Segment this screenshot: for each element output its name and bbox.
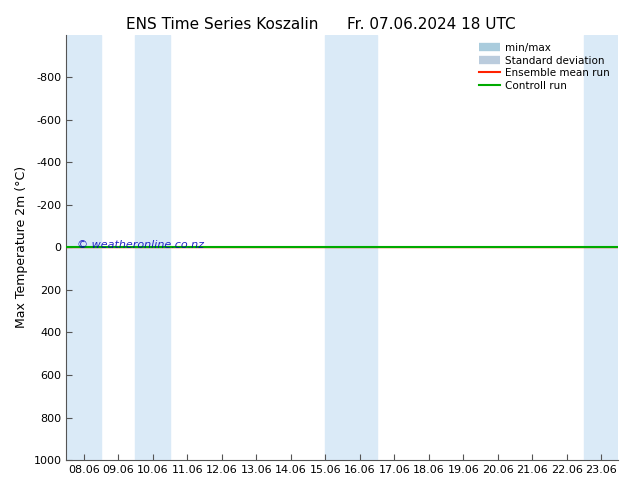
Y-axis label: Max Temperature 2m (°C): Max Temperature 2m (°C)	[15, 166, 28, 328]
Legend: min/max, Standard deviation, Ensemble mean run, Controll run: min/max, Standard deviation, Ensemble me…	[476, 40, 613, 94]
Text: © weatheronline.co.nz: © weatheronline.co.nz	[77, 240, 204, 250]
Bar	[136, 35, 170, 460]
Bar	[67, 35, 101, 460]
Text: ENS Time Series Koszalin: ENS Time Series Koszalin	[126, 17, 318, 32]
Bar	[584, 35, 619, 460]
Bar	[325, 35, 377, 460]
Text: Fr. 07.06.2024 18 UTC: Fr. 07.06.2024 18 UTC	[347, 17, 515, 32]
